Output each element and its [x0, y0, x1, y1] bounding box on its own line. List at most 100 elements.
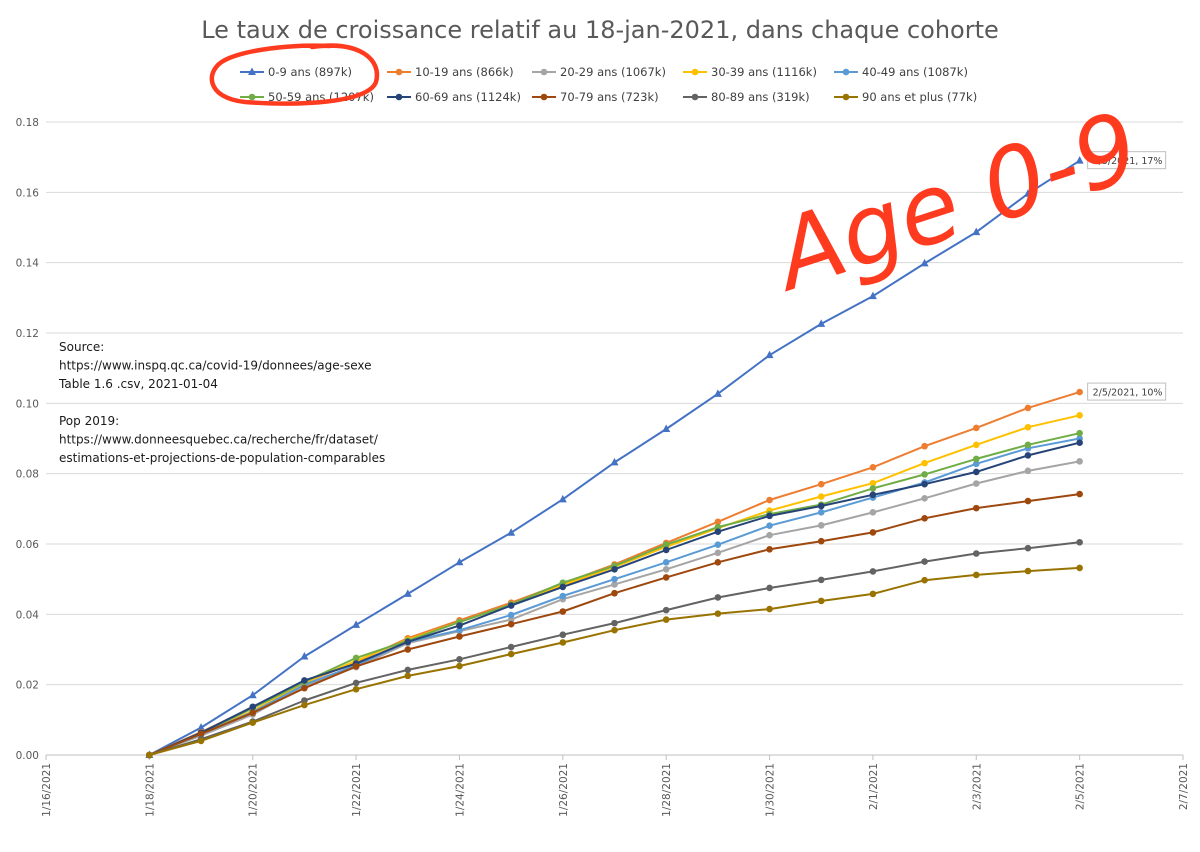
data-point: [146, 751, 153, 759]
series-5: [146, 435, 1083, 759]
data-point: [921, 442, 928, 450]
source-note-line: https://www.donneesquebec.ca/recherche/f…: [59, 433, 379, 447]
x-tick-label: 2/7/2021: [1178, 763, 1190, 810]
legend-marker: [691, 93, 699, 101]
data-point: [352, 679, 360, 687]
data-point: [301, 701, 308, 709]
data-point: [456, 633, 463, 640]
data-point: [507, 602, 515, 609]
data-point: [662, 574, 670, 581]
data-point: [972, 441, 980, 449]
data-point: [766, 496, 773, 504]
data-point: [197, 723, 206, 731]
data-point: [817, 502, 825, 510]
x-axis: 1/16/2021 1/18/2021 1/20/2021 1/22/2021 1/24…: [41, 755, 1190, 817]
x-tick-label: 1/26/2021: [558, 763, 570, 817]
data-point: [1076, 429, 1083, 437]
data-point: [765, 350, 774, 359]
data-point: [1076, 490, 1083, 498]
data-point: [972, 460, 980, 468]
series-group: [145, 156, 1084, 759]
data-point: [404, 666, 412, 674]
data-point: [662, 566, 670, 573]
legend-item: 30-39 ans (1116k): [683, 65, 817, 79]
data-point: [456, 622, 463, 629]
data-point: [559, 631, 567, 639]
data-point: [1024, 497, 1032, 505]
x-tick-label: 2/3/2021: [971, 763, 983, 810]
x-tick-label: 1/18/2021: [144, 763, 156, 817]
data-point: [507, 650, 515, 658]
series-8: [146, 490, 1083, 759]
data-point: [869, 464, 877, 471]
data-point: [1024, 467, 1032, 475]
data-point: [662, 424, 671, 433]
data-point: [869, 485, 877, 492]
data-point: [714, 541, 722, 549]
source-note-line: Source:: [59, 340, 104, 354]
data-point: [611, 589, 618, 597]
data-point: [869, 479, 877, 487]
data-point: [662, 546, 670, 554]
x-tick-label: 2/1/2021: [868, 763, 880, 810]
data-point: [869, 491, 877, 499]
data-point: [1075, 156, 1084, 164]
data-point: [352, 654, 360, 662]
data-point: [713, 389, 722, 397]
data-point: [507, 611, 515, 619]
legend-label: 70-79 ans (723k): [560, 90, 659, 104]
data-point: [301, 684, 308, 692]
data-label: 2/5/2021, 10%: [1093, 388, 1163, 399]
data-point: [766, 605, 773, 613]
data-point: [714, 523, 722, 531]
legend-item: 60-69 ans (1124k): [387, 90, 521, 104]
data-point: [352, 663, 360, 670]
data-point: [972, 424, 980, 432]
data-labels: 2/5/2021, 17% 2/5/2021, 10%: [1087, 151, 1167, 401]
data-point: [300, 652, 309, 660]
data-point: [610, 457, 619, 466]
data-point: [1076, 564, 1083, 572]
data-point: [1024, 544, 1032, 552]
data-point: [817, 537, 825, 545]
y-axis: 0.00 0.02 0.04 0.06 0.08 0.10 0.12 0.14 0.16 0.18: [16, 117, 40, 762]
data-point: [352, 620, 361, 628]
series-line: [148, 391, 1080, 756]
data-point: [921, 558, 928, 565]
data-point: [714, 518, 722, 526]
legend-marker: [842, 93, 850, 101]
data-point: [301, 697, 308, 704]
legend-marker: [842, 68, 850, 76]
data-point: [1076, 538, 1083, 546]
data-point: [507, 528, 516, 536]
data-point: [662, 541, 670, 549]
x-tick-label: 1/28/2021: [661, 763, 673, 817]
data-point: [714, 594, 722, 601]
data-point: [456, 662, 463, 670]
legend-item: 90 ans et plus (77k): [834, 90, 977, 104]
data-point: [869, 529, 877, 536]
data-point: [301, 677, 308, 684]
data-point: [456, 656, 463, 663]
source-note-line: estimations-et-projections-de-population…: [59, 451, 385, 465]
data-point: [1076, 439, 1083, 447]
y-tick-label: 0.12: [16, 328, 39, 340]
data-point: [558, 494, 567, 503]
x-tick-label: 2/5/2021: [1075, 763, 1087, 810]
data-point: [972, 550, 980, 557]
data-point: [817, 480, 825, 488]
legend-label: 60-69 ans (1124k): [415, 90, 521, 104]
y-tick-label: 0.02: [16, 680, 39, 692]
x-tick-label: 1/30/2021: [765, 763, 777, 817]
y-tick-label: 0.10: [16, 398, 39, 410]
data-point: [662, 616, 670, 623]
source-note: Source: https://www.inspq.qc.ca/covid-19/…: [58, 340, 385, 465]
data-point: [817, 576, 825, 584]
data-point: [972, 455, 980, 463]
data-point: [766, 531, 773, 539]
y-tick-label: 0.04: [16, 609, 40, 621]
data-point: [456, 626, 463, 634]
data-point: [662, 606, 670, 614]
data-point: [403, 589, 412, 597]
